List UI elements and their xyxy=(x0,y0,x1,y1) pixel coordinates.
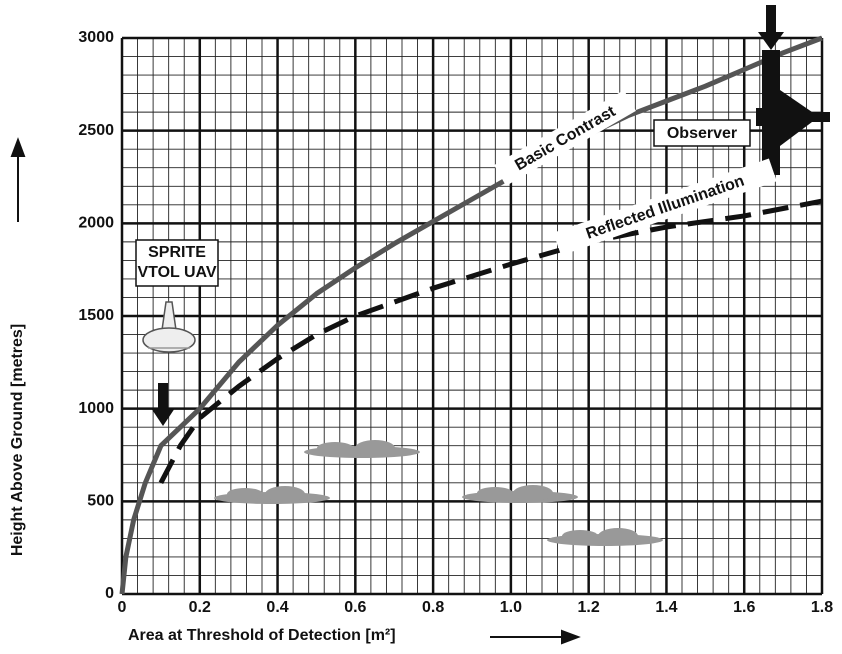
cloud xyxy=(462,485,578,503)
plot xyxy=(119,35,823,595)
x-tick-label: 1.2 xyxy=(578,599,600,616)
uav-label: SPRITE xyxy=(148,244,206,261)
y-tick-label: 1500 xyxy=(78,307,114,324)
x-axis-arrow xyxy=(490,629,581,645)
x-tick-label: 0.6 xyxy=(344,599,366,616)
x-tick-label: 0.2 xyxy=(189,599,211,616)
observer-icon xyxy=(756,50,830,175)
cloud xyxy=(214,486,330,504)
y-tick-label: 500 xyxy=(87,493,114,510)
series-label: Basic Contrast xyxy=(494,90,636,186)
y-tick-label: 3000 xyxy=(78,29,114,46)
clouds xyxy=(214,440,663,546)
label-box xyxy=(135,239,219,287)
x-tick-label: 0.8 xyxy=(422,599,444,616)
x-tick-label: 0 xyxy=(118,599,127,616)
uav-icon xyxy=(142,301,196,353)
uav-arrow xyxy=(151,383,175,426)
y-tick-label: 2500 xyxy=(78,122,114,139)
x-tick-label: 1.6 xyxy=(733,599,755,616)
y-tick-label: 2000 xyxy=(78,215,114,232)
observer-arrow xyxy=(758,5,784,50)
x-tick-label: 1.0 xyxy=(500,599,522,616)
y-axis-arrow xyxy=(10,137,26,222)
y-tick-label: 0 xyxy=(105,585,114,602)
series-line xyxy=(119,35,823,595)
x-axis-label: Area at Threshold of Detection [m²] xyxy=(128,627,396,644)
x-tick-label: 1.8 xyxy=(811,599,833,616)
label-bg xyxy=(494,90,636,186)
series-line xyxy=(158,198,823,484)
x-tick-label: 0.4 xyxy=(266,599,288,616)
x-tick-label: 1.4 xyxy=(655,599,677,616)
y-axis-label: Height Above Ground [metres] xyxy=(9,324,26,556)
series-name: Basic Contrast xyxy=(512,103,619,175)
label-box xyxy=(653,119,751,147)
cloud xyxy=(304,440,420,458)
observer-label: Observer xyxy=(667,125,737,142)
label-bg xyxy=(553,158,777,256)
cloud xyxy=(547,528,663,546)
uav-label: VTOL UAV xyxy=(137,264,216,281)
y-tick-label: 1000 xyxy=(78,400,114,417)
